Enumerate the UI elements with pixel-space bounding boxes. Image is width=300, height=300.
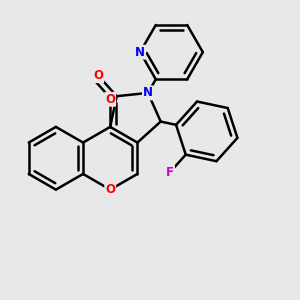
Text: N: N xyxy=(143,86,153,99)
Text: O: O xyxy=(105,93,115,106)
Text: O: O xyxy=(105,183,115,196)
Text: N: N xyxy=(135,46,145,59)
Text: F: F xyxy=(166,166,174,179)
Text: O: O xyxy=(93,69,103,82)
